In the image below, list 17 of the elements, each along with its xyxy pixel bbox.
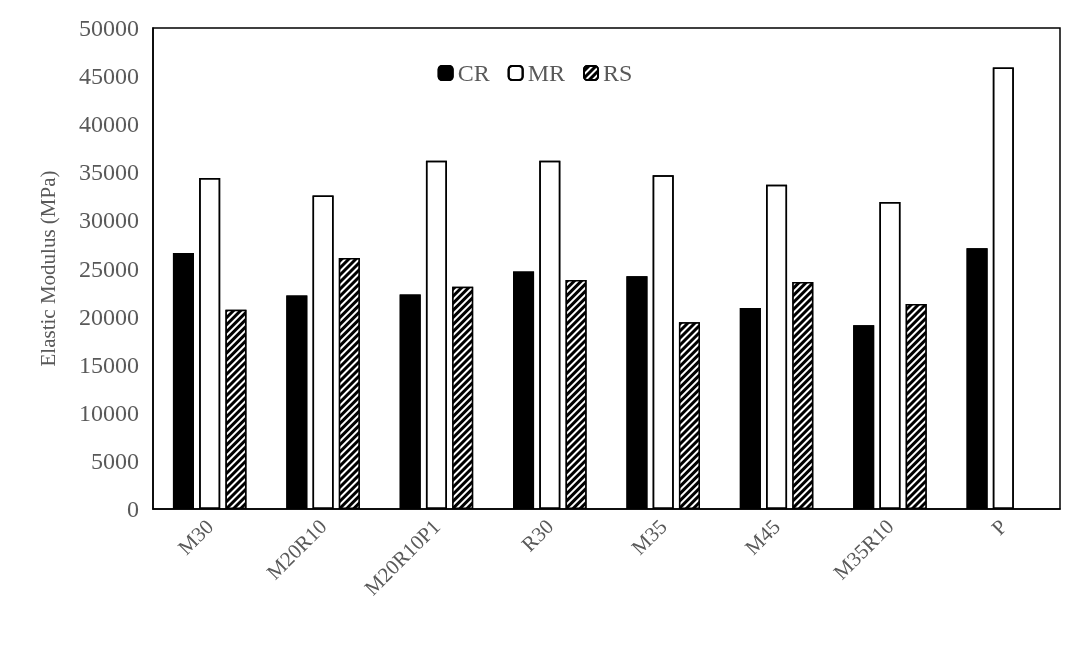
y-tick-label: 15000 <box>79 351 139 378</box>
y-tick-label: 5000 <box>91 447 139 474</box>
y-axis-title: Elastic Modulus (MPa) <box>35 170 60 367</box>
y-tick-label: 45000 <box>79 63 139 90</box>
y-tick-label: 40000 <box>79 111 139 138</box>
legend-label: MR <box>527 60 566 86</box>
legend-label: CR <box>457 60 490 86</box>
x-tick-label: R30 <box>516 514 559 557</box>
y-tick-label: 20000 <box>79 303 139 330</box>
x-tick-label: P <box>986 514 1012 540</box>
legend-label: RS <box>603 60 633 86</box>
y-tick-label: 0 <box>127 496 139 522</box>
y-tick-label: 35000 <box>79 159 139 186</box>
y-tick-label: 50000 <box>79 15 139 41</box>
y-tick-label: 10000 <box>79 399 139 426</box>
y-tick-label: 25000 <box>79 255 139 282</box>
y-tick-label: 30000 <box>79 207 139 234</box>
